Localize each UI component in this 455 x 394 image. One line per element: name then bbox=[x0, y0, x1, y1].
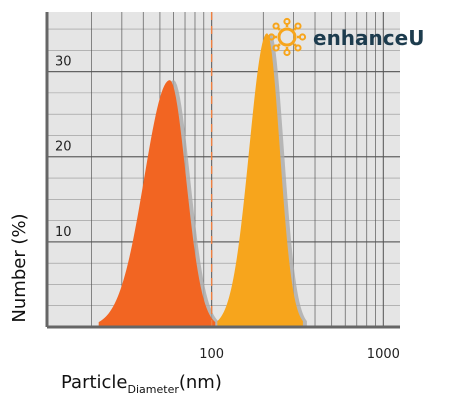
y-axis-title: Number (%) bbox=[9, 213, 30, 322]
icon-node bbox=[267, 33, 276, 41]
plot-background bbox=[47, 12, 400, 327]
x-tick-label: 100 bbox=[199, 347, 224, 362]
brand-name: enhanceU bbox=[313, 26, 424, 50]
distribution-curve-2 bbox=[217, 33, 303, 328]
y-tick-label: 20 bbox=[55, 140, 72, 155]
distribution-curve-1 bbox=[98, 80, 216, 328]
icon-node bbox=[272, 44, 280, 52]
y-tick-labels: 10 20 30 bbox=[55, 55, 72, 240]
sun-gear-icon bbox=[267, 17, 307, 57]
x-axis-title-main: Particle bbox=[61, 372, 128, 393]
icon-ring bbox=[277, 27, 297, 47]
icon-node bbox=[294, 44, 302, 52]
x-axis-title: ParticleDiameter(nm) bbox=[61, 372, 222, 394]
icon-node bbox=[272, 22, 280, 30]
y-tick-label: 10 bbox=[55, 225, 72, 240]
x-tick-labels: 100 1000 bbox=[199, 347, 400, 362]
x-axis-title-unit: (nm) bbox=[179, 372, 222, 393]
icon-node bbox=[283, 48, 291, 57]
icon-node bbox=[283, 17, 291, 26]
distribution-curves bbox=[98, 33, 303, 328]
x-axis-title-subscript: Diameter bbox=[128, 383, 180, 394]
brand-logo: enhanceU bbox=[267, 17, 424, 57]
icon-node bbox=[298, 33, 307, 41]
icon-node bbox=[294, 22, 302, 30]
x-tick-label: 1000 bbox=[367, 347, 400, 362]
y-tick-label: 30 bbox=[55, 55, 72, 70]
